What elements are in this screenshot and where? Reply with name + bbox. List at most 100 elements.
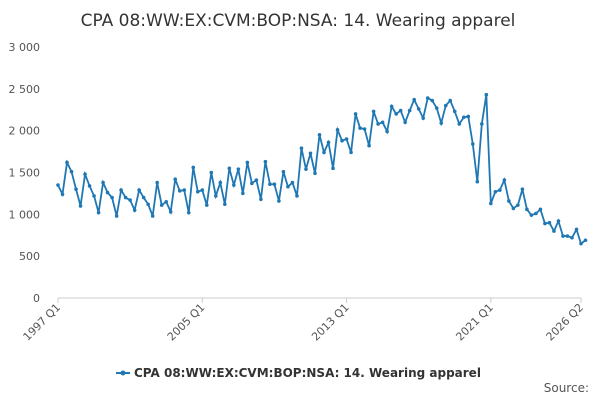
point (367, 143, 371, 148)
point (128, 198, 132, 202)
point (110, 195, 114, 200)
point (430, 98, 435, 103)
point (101, 180, 105, 185)
point (313, 171, 317, 176)
point (484, 92, 489, 97)
legend-label: CPA 08:WW:EX:CVM:BOP:NSA: 14. Wearing ap… (134, 366, 481, 380)
point (466, 114, 471, 119)
point (385, 129, 389, 134)
point (322, 150, 326, 155)
point (480, 122, 484, 126)
point (236, 167, 241, 171)
point (457, 122, 462, 126)
point (511, 206, 516, 211)
point (403, 120, 407, 125)
point (56, 183, 60, 187)
point (353, 112, 358, 116)
y-tick-label: 3 000 (9, 41, 41, 54)
point (525, 207, 529, 212)
point (380, 120, 385, 125)
point (561, 234, 565, 238)
point (308, 151, 313, 156)
y-tick-label: 1 500 (9, 167, 41, 180)
point (344, 137, 349, 141)
chart-title: CPA 08:WW:EX:CVM:BOP:NSA: 14. Wearing ap… (81, 11, 516, 31)
x-tick-label: 2021 Q1 (453, 301, 496, 344)
point (475, 179, 480, 184)
point (87, 184, 92, 188)
point (358, 126, 362, 130)
point (543, 221, 547, 226)
point (209, 170, 214, 175)
point (119, 188, 123, 192)
point (371, 109, 376, 114)
point (191, 165, 196, 170)
point (204, 203, 209, 207)
point (114, 214, 119, 218)
y-tick-label: 2 500 (9, 83, 41, 96)
point (470, 142, 475, 146)
point (290, 180, 295, 185)
point (146, 202, 150, 207)
point (164, 199, 169, 204)
point (295, 194, 299, 198)
point (263, 159, 268, 164)
point (443, 103, 448, 108)
point (74, 187, 78, 192)
point (376, 122, 380, 126)
point (254, 178, 259, 182)
point (150, 214, 155, 218)
point (439, 121, 444, 125)
x-tick-label: 2005 Q1 (165, 301, 208, 344)
y-tick-label: 1 000 (9, 208, 41, 221)
point (583, 238, 588, 243)
y-tick-label: 500 (19, 250, 40, 263)
point (425, 96, 430, 100)
point (326, 140, 331, 145)
point (493, 189, 498, 194)
point (389, 104, 394, 109)
point (250, 181, 254, 186)
point (556, 219, 561, 223)
point (223, 202, 227, 207)
source: Source: (544, 381, 589, 395)
point (78, 204, 83, 208)
point (272, 182, 277, 187)
line (57, 94, 587, 246)
x-tick-label: 2026 Q2 (544, 301, 587, 344)
point (186, 210, 191, 215)
point (96, 210, 101, 215)
point (394, 112, 398, 116)
point (331, 166, 335, 171)
point (141, 195, 146, 200)
point (547, 220, 552, 225)
point (534, 211, 538, 216)
point (434, 106, 439, 110)
point (168, 210, 173, 214)
point (461, 115, 466, 120)
point (268, 182, 272, 187)
y-tick-label: 2 000 (9, 125, 41, 138)
point (218, 180, 223, 185)
point (516, 203, 520, 207)
point (538, 207, 543, 212)
point (69, 169, 74, 174)
point (502, 178, 507, 182)
legend-symbol (120, 370, 126, 376)
point (232, 183, 236, 187)
point (65, 160, 69, 165)
point (227, 166, 232, 171)
point (529, 213, 534, 217)
point (241, 191, 245, 196)
point (407, 108, 412, 113)
point (340, 138, 344, 143)
point (574, 227, 579, 232)
point (452, 109, 457, 114)
point (200, 188, 205, 192)
point (177, 189, 182, 193)
point (259, 197, 263, 202)
point (281, 169, 286, 174)
point (277, 199, 281, 203)
